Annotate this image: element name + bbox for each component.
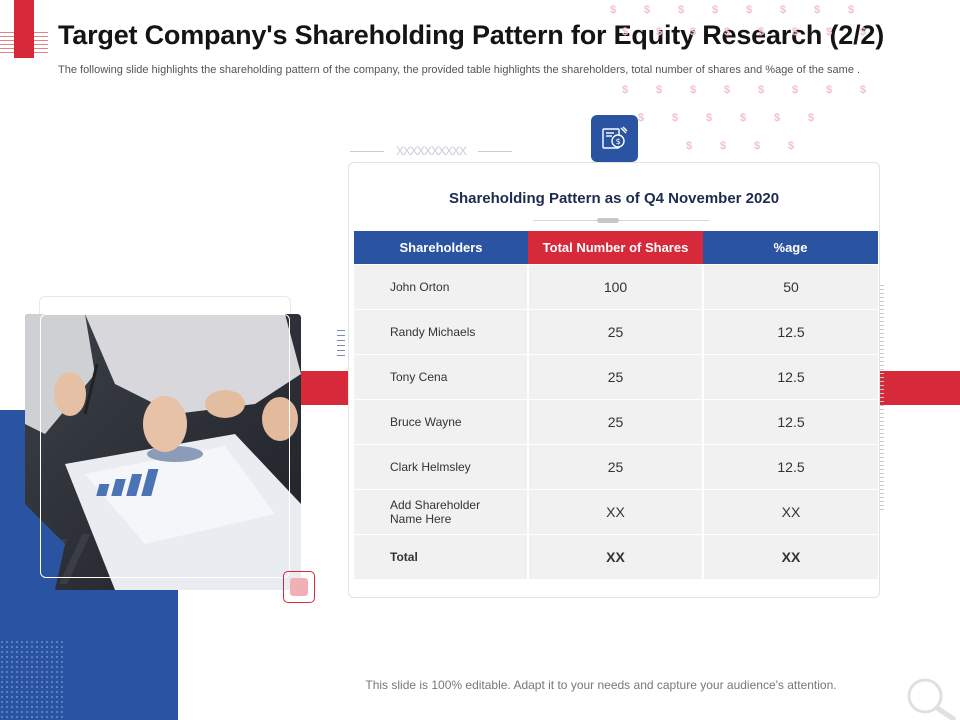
card-title-underline-pill: [597, 218, 619, 223]
total-percentage: XX: [702, 534, 878, 579]
share-count: 100: [527, 264, 703, 310]
share-percentage: 12.5: [702, 309, 878, 355]
column-header-total-shares: Total Number of Shares: [528, 231, 703, 265]
title-accent-lines: [0, 32, 48, 54]
document-dollar-icon: $: [591, 115, 638, 162]
shareholder-name: Clark Helmsley: [354, 444, 528, 490]
business-meeting-photo: [25, 314, 301, 590]
table-row: Randy Michaels 25 12.5: [354, 309, 878, 355]
column-header-shareholders: Shareholders: [354, 231, 528, 265]
table-row: Tony Cena 25 12.5: [354, 354, 878, 400]
red-band-left: [301, 371, 354, 405]
tick-marks-decor: [337, 330, 345, 362]
shareholder-name: Tony Cena: [354, 354, 528, 400]
page-subtitle: The following slide highlights the share…: [58, 64, 861, 76]
table-header-row: Shareholders Total Number of Shares %age: [354, 231, 878, 265]
shareholder-name: Add Shareholder Name Here: [354, 489, 528, 535]
share-percentage: 12.5: [702, 444, 878, 490]
shareholding-table: Shareholders Total Number of Shares %age…: [354, 231, 878, 579]
page-title: Target Company's Shareholding Pattern fo…: [58, 20, 884, 50]
total-label: Total: [354, 534, 528, 579]
dot-grid-pattern: [0, 640, 64, 720]
share-percentage: XX: [702, 489, 878, 535]
table-row: Clark Helmsley 25 12.5: [354, 444, 878, 490]
card-title-underline: [533, 220, 710, 221]
total-shares: XX: [527, 534, 703, 579]
dollar-pattern: $ $ $ $ $ $ $ $ $ $ $ $ $ $ $ $ $ $ $ $ $ $ $ $ $ $ $ $ $ $ $ $ $ $: [610, 4, 867, 152]
share-count: 25: [527, 399, 703, 445]
table-row: Add Shareholder Name Here XX XX: [354, 489, 878, 535]
title-accent-bar: [14, 0, 34, 58]
share-count: 25: [527, 309, 703, 355]
table-row: John Orton 100 50: [354, 264, 878, 310]
share-count: XX: [527, 489, 703, 535]
red-band-right: [877, 371, 960, 405]
svg-text:$: $: [616, 137, 621, 146]
column-header-percentage: %age: [703, 231, 878, 265]
magnifier-icon: [907, 678, 957, 720]
red-corner-square: [283, 571, 315, 603]
placeholder-xx-decor: XXXXXXXXXX: [350, 144, 565, 158]
share-percentage: 12.5: [702, 399, 878, 445]
share-count: 25: [527, 444, 703, 490]
shareholder-name: Bruce Wayne: [354, 399, 528, 445]
footer-note: This slide is 100% editable. Adapt it to…: [365, 678, 837, 692]
shareholder-name: John Orton: [354, 264, 528, 310]
shareholder-name: Randy Michaels: [354, 309, 528, 355]
share-percentage: 12.5: [702, 354, 878, 400]
share-count: 25: [527, 354, 703, 400]
share-percentage: 50: [702, 264, 878, 310]
card-title: Shareholding Pattern as of Q4 November 2…: [448, 190, 780, 207]
table-row: Bruce Wayne 25 12.5: [354, 399, 878, 445]
table-total-row: Total XX XX: [354, 534, 878, 579]
right-tick-marks: [880, 285, 884, 510]
